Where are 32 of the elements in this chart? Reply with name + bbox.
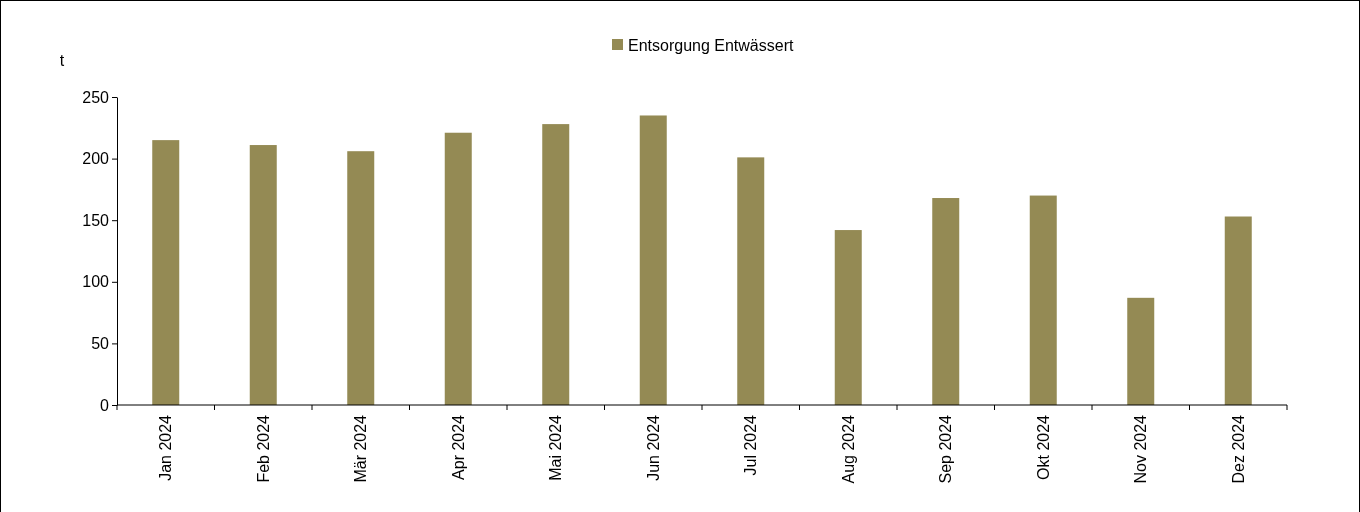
legend-label: Entsorgung Entwässert [628,36,794,54]
bar [737,157,765,405]
x-tick-label: Mär 2024 [352,414,370,483]
x-tick-label: Okt 2024 [1034,414,1052,480]
y-tick-label: 200 [82,150,110,168]
x-tick-label: Jul 2024 [742,414,760,476]
bar [1029,195,1057,405]
x-tick-label: Apr 2024 [449,414,467,480]
y-tick-label: 50 [91,335,110,353]
x-tick-label: Sep 2024 [937,414,955,484]
bar [249,145,277,405]
y-tick-label: 100 [82,273,110,291]
x-tick-label: Jan 2024 [157,414,175,481]
y-axis-title: t [59,52,65,69]
x-tick-label: Feb 2024 [254,414,272,483]
y-tick-label: 0 [100,396,110,414]
x-tick-label: Dez 2024 [1229,414,1247,484]
bar [639,115,667,405]
x-tick-label: Mai 2024 [547,414,565,481]
bar [444,132,472,405]
x-tick-label: Aug 2024 [839,414,857,484]
y-tick-label: 250 [82,88,110,106]
bar [834,230,862,405]
x-tick-label: Jun 2024 [644,414,662,481]
bar [1224,216,1252,405]
x-tick-label: Nov 2024 [1132,414,1150,484]
bar [932,198,960,405]
bar [152,140,180,405]
bar [542,124,570,405]
bar [347,151,375,405]
bar [1127,297,1155,405]
y-tick-label: 150 [82,211,110,229]
